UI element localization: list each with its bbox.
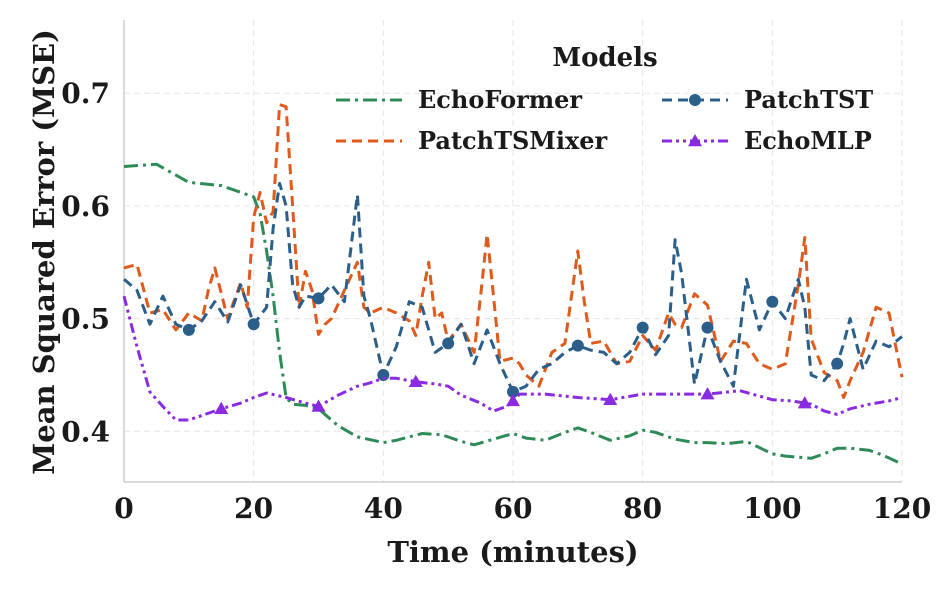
series-line-patchtsmixer <box>123 103 904 399</box>
data-point <box>311 399 326 412</box>
data-point <box>312 292 325 305</box>
legend-label: EchoMLP <box>744 126 872 155</box>
data-point <box>571 339 584 352</box>
data-point <box>182 323 195 336</box>
legend-marker <box>688 134 702 147</box>
series-patchtst <box>123 181 903 398</box>
legend-entry-patchtst: PatchTST <box>662 85 873 114</box>
data-point <box>700 387 715 400</box>
legend-entry-echomlp: EchoMLP <box>662 126 872 155</box>
x-tick-label: 40 <box>364 492 403 525</box>
x-tick-label: 20 <box>234 492 273 525</box>
data-point <box>442 337 455 350</box>
legend-entry-patchtsmixer: PatchTSMixer <box>336 126 608 155</box>
legend-label: PatchTSMixer <box>418 126 608 155</box>
legend-label: EchoFormer <box>418 85 582 114</box>
series-group <box>122 103 904 466</box>
data-point <box>408 374 423 387</box>
x-tick-label: 80 <box>623 492 662 525</box>
legend: Models EchoFormer PatchTST PatchTSMixer Ech… <box>336 43 873 155</box>
data-point <box>247 318 260 331</box>
data-point <box>797 396 812 409</box>
data-point <box>831 357 844 370</box>
y-tick-label: 0.4 <box>61 415 110 448</box>
x-tick-label: 120 <box>873 492 931 525</box>
legend-marker <box>689 94 701 106</box>
data-point <box>636 321 649 334</box>
series-line-echoformer <box>123 162 903 466</box>
series-echomlp <box>122 295 903 422</box>
legend-entry-echoformer: EchoFormer <box>336 85 582 114</box>
y-axis-title: Mean Squared Error (MSE) <box>27 29 61 475</box>
x-tick-label: 0 <box>114 492 133 525</box>
data-point <box>701 321 714 334</box>
tick-labels: 0 20 40 60 80 100 120 0.4 0.5 0.6 0.7 <box>61 77 931 525</box>
data-point <box>603 392 618 405</box>
series-line-echomlp <box>122 295 903 422</box>
y-tick-label: 0.6 <box>61 190 110 223</box>
x-axis-title: Time (minutes) <box>387 535 638 569</box>
series-echoformer <box>123 162 903 466</box>
legend-title: Models <box>552 43 657 73</box>
data-point <box>766 295 779 308</box>
series-patchtsmixer <box>123 103 904 399</box>
y-tick-label: 0.7 <box>61 77 110 110</box>
data-point <box>377 368 390 381</box>
data-point <box>214 401 229 415</box>
x-tick-label: 100 <box>743 492 801 525</box>
data-point <box>506 393 520 407</box>
y-tick-label: 0.5 <box>61 303 110 336</box>
legend-label: PatchTST <box>744 85 873 114</box>
x-tick-label: 60 <box>494 492 533 525</box>
series-line-patchtst <box>123 181 903 394</box>
